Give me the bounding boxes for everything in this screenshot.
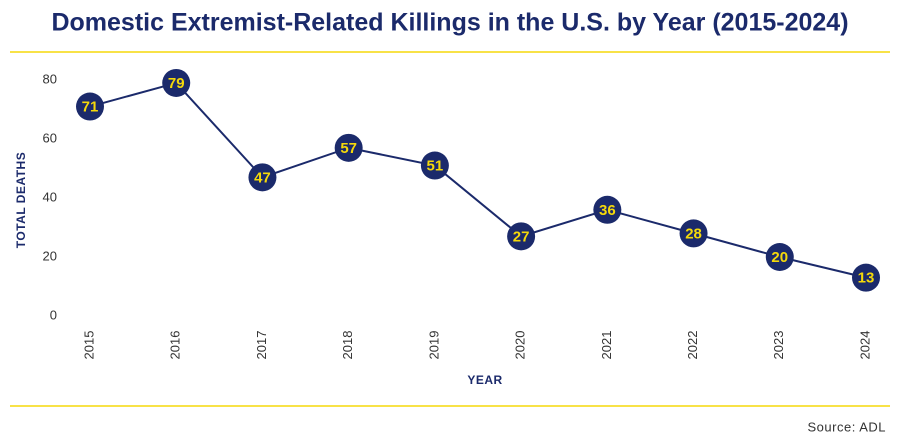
x-tick-label: 2023 [771,331,786,360]
x-tick-label: 2022 [685,331,700,360]
marker [334,133,363,162]
data-label: 57 [340,140,357,157]
x-tick-label: 2024 [857,331,872,360]
data-label: 20 [771,249,788,266]
x-axis-label: YEAR [467,373,502,387]
data-label: 51 [427,158,444,175]
x-tick-label: 2018 [340,331,355,360]
data-label: 71 [82,99,99,116]
y-tick-label: 40 [43,189,57,204]
marker [593,195,622,224]
y-tick-label: 60 [43,130,57,145]
y-tick-label: 0 [50,307,57,322]
marker [852,263,880,292]
data-label: 79 [168,75,185,92]
x-tick-label: 2020 [513,331,528,360]
data-label: 27 [513,228,530,245]
line [89,81,867,279]
x-tick-label: 2016 [168,331,183,360]
marker [765,243,794,271]
marker [76,92,104,121]
data-label: 47 [254,169,271,186]
source: Source: ADL [808,419,887,434]
x-tick-label: 2019 [426,331,441,360]
marker [507,222,536,251]
data-label: 28 [685,225,702,242]
y-axis-label: TOTAL DEATHS [14,152,28,248]
marker [248,163,277,192]
marker [420,151,449,180]
y-tick-label: 20 [43,248,57,263]
data-label: 13 [858,270,875,287]
marker [679,219,708,248]
x-tick-label: 2017 [254,331,269,360]
y-tick-label: 80 [43,71,57,86]
chart-title: Domestic Extremist-Related Killings in t… [51,9,848,37]
marker [162,68,191,97]
x-tick-label: 2015 [81,331,96,360]
data-label: 36 [599,202,616,219]
x-tick-label: 2021 [599,331,614,360]
